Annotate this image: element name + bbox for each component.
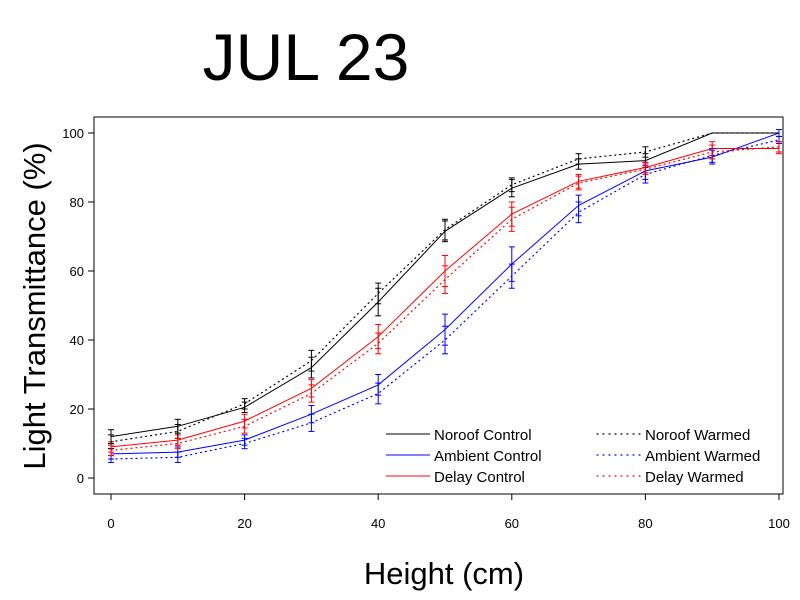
- error-bar: [375, 382, 382, 405]
- error-bar: [442, 218, 448, 241]
- error-bar: [508, 263, 515, 289]
- x-tick-label: 40: [371, 516, 385, 531]
- x-axis-label: Height (cm): [364, 556, 524, 591]
- y-tick-label: 80: [70, 195, 84, 210]
- legend-label: Noroof Control: [434, 427, 532, 444]
- x-tick-label: 20: [237, 516, 251, 531]
- series-noroof-warmed: [108, 132, 780, 450]
- error-bar: [442, 265, 448, 294]
- error-bar: [508, 206, 515, 232]
- error-bar: [375, 332, 382, 355]
- plot-frame: [93, 116, 784, 495]
- x-tick-label: 60: [505, 516, 519, 531]
- x-tick-label: 100: [768, 516, 790, 531]
- error-bar: [642, 146, 649, 158]
- error-bar: [174, 437, 181, 450]
- x-tick-label: 80: [638, 516, 652, 531]
- y-tick-label: 40: [70, 333, 84, 348]
- series-noroof-control: [108, 132, 779, 444]
- error-bar: [575, 153, 582, 165]
- y-tick-label: 0: [77, 471, 84, 486]
- series-layer: [108, 129, 782, 463]
- series-line-delay-warmed: [110, 146, 780, 451]
- error-bar: [308, 349, 315, 372]
- series-ambient-warmed: [108, 135, 782, 463]
- series-delay-control: [108, 141, 782, 453]
- legend-item-noroof-control: Noroof Control: [386, 427, 532, 444]
- series-line-ambient-warmed: [110, 139, 780, 460]
- error-bar: [308, 413, 315, 432]
- y-axis-label: Light Transmittance (%): [17, 142, 52, 469]
- legend-item-ambient-warmed: Ambient Warmed: [596, 448, 760, 465]
- legend-label: Ambient Control: [434, 448, 542, 465]
- series-line-delay-control: [110, 148, 779, 448]
- legend-item-delay-warmed: Delay Warmed: [596, 469, 744, 486]
- error-bar: [241, 398, 248, 410]
- x-tick-label: 0: [107, 516, 114, 531]
- chart-title: JUL 23: [203, 20, 410, 94]
- legend-label: Delay Warmed: [645, 469, 744, 486]
- x-axis-ticks: 0 20 40 60 80 100: [107, 494, 790, 531]
- y-axis-ticks: 0 20 40 60 80 100: [62, 126, 94, 486]
- legend-label: Noroof Warmed: [645, 427, 750, 444]
- legend-label: Delay Control: [434, 469, 525, 486]
- series-ambient-control: [108, 129, 782, 460]
- error-bar: [776, 141, 782, 153]
- error-bar: [241, 437, 248, 450]
- error-bar: [174, 451, 181, 463]
- legend-label: Ambient Warmed: [645, 448, 760, 465]
- error-bar: [442, 325, 448, 355]
- legend-item-delay-control: Delay Control: [386, 469, 525, 486]
- legend-item-noroof-warmed: Noroof Warmed: [596, 427, 750, 444]
- error-bar: [709, 144, 716, 160]
- error-bar: [241, 418, 248, 434]
- error-bar: [575, 175, 582, 191]
- error-bar: [508, 177, 515, 193]
- error-bar: [308, 384, 315, 403]
- error-bar: [642, 163, 649, 175]
- error-bar: [108, 444, 114, 457]
- y-tick-label: 20: [70, 402, 84, 417]
- error-bar: [575, 201, 582, 224]
- legend-item-ambient-control: Ambient Control: [386, 448, 542, 465]
- series-delay-warmed: [108, 141, 782, 457]
- y-tick-label: 100: [62, 126, 84, 141]
- error-bar: [375, 282, 382, 305]
- y-tick-label: 60: [70, 264, 84, 279]
- legend: Noroof Control Ambient Control Delay Contr…: [386, 427, 760, 486]
